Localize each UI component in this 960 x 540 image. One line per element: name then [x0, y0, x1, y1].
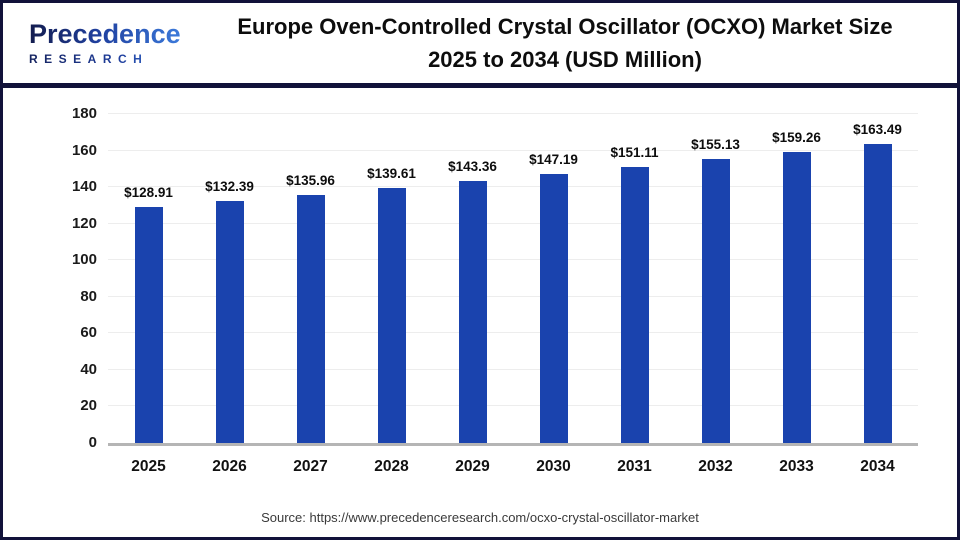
y-tick-label: 60 — [80, 324, 97, 342]
page-title: Europe Oven-Controlled Crystal Oscillato… — [237, 14, 893, 72]
x-tick-label: 2031 — [617, 458, 652, 475]
y-tick-label: 140 — [71, 178, 97, 196]
x-tick-label: 2026 — [212, 458, 247, 475]
y-tick-label: 100 — [71, 251, 97, 269]
bar — [458, 180, 487, 443]
bar-value-label: $151.11 — [610, 144, 659, 160]
y-tick-label: 40 — [80, 360, 97, 378]
x-tick-label: 2032 — [698, 458, 733, 475]
x-tick-label: 2025 — [131, 458, 166, 475]
bar-group: $139.61 — [351, 114, 432, 443]
bar-value-label: $147.19 — [529, 151, 578, 167]
bar-group: $159.26 — [756, 114, 837, 443]
bar — [134, 207, 163, 443]
bar-value-label: $128.91 — [124, 185, 173, 201]
bar — [377, 187, 406, 443]
y-tick-label: 180 — [71, 105, 97, 122]
bar-value-label: $135.96 — [286, 172, 335, 188]
y-tick-label: 20 — [80, 397, 97, 415]
gridline — [108, 405, 918, 407]
gridline — [108, 295, 918, 297]
bar-chart: 0 20 40 60 80 100 120 140 160 180 $128.91 $132.39 $… — [3, 88, 957, 537]
bar-group: $132.39 — [189, 114, 270, 443]
logo-brand-text: Precedence — [29, 20, 183, 49]
gridline — [108, 149, 918, 151]
bar — [215, 201, 244, 443]
plot-area: $128.91 $132.39 $135.96 $139.61 $143.36 $147.… — [108, 113, 918, 446]
bar-value-label: $139.61 — [367, 165, 416, 181]
y-tick-label: 160 — [71, 141, 97, 159]
bar-group: $155.13 — [675, 114, 756, 443]
bar-value-label: $155.13 — [691, 137, 740, 153]
y-tick-label: 0 — [88, 434, 97, 451]
bar-value-label: $163.49 — [853, 122, 902, 138]
bar — [701, 159, 730, 443]
gridline — [108, 332, 918, 334]
title-block: Europe Oven-Controlled Crystal Oscillato… — [183, 10, 957, 76]
y-axis: 0 20 40 60 80 100 120 140 160 180 — [31, 105, 97, 451]
x-axis: 2025 2026 2027 2028 2029 2030 2031 2032 2033 2034 — [108, 458, 918, 476]
x-tick-label: 2033 — [779, 458, 814, 475]
bar-group: $147.19 — [513, 114, 594, 443]
y-tick-label: 80 — [80, 287, 97, 305]
bars-row: $128.91 $132.39 $135.96 $139.61 $143.36 $147.… — [108, 114, 918, 443]
source-text: Source: https://www.precedenceresearch.c… — [261, 510, 699, 525]
gridline — [108, 222, 918, 224]
bar-group: $128.91 — [108, 114, 189, 443]
bar-group: $163.49 — [837, 114, 918, 443]
header: Precedence RESEARCH Europe Oven-Controll… — [3, 3, 957, 83]
precedence-research-logo: Precedence RESEARCH — [3, 20, 183, 66]
logo-sub-text: RESEARCH — [29, 52, 183, 66]
bar — [782, 151, 811, 443]
gridline — [108, 186, 918, 188]
x-tick-label: 2027 — [293, 458, 328, 475]
gridline — [108, 259, 918, 261]
bar — [296, 194, 325, 443]
x-tick-label: 2030 — [536, 458, 571, 475]
gridline — [108, 368, 918, 370]
bar-group: $135.96 — [270, 114, 351, 443]
x-tick-label: 2034 — [860, 458, 895, 475]
y-tick-label: 120 — [71, 214, 97, 232]
bar — [539, 173, 568, 443]
bar-value-label: $143.36 — [448, 158, 497, 174]
bar-value-label: $159.26 — [772, 129, 821, 145]
bar-group: $143.36 — [432, 114, 513, 443]
x-tick-label: 2028 — [374, 458, 409, 475]
header-divider — [3, 83, 957, 88]
bar-value-label: $132.39 — [205, 179, 254, 195]
x-tick-label: 2029 — [455, 458, 490, 475]
bar — [620, 166, 649, 443]
gridline — [108, 113, 918, 114]
bar — [863, 144, 892, 443]
bar-group: $151.11 — [594, 114, 675, 443]
